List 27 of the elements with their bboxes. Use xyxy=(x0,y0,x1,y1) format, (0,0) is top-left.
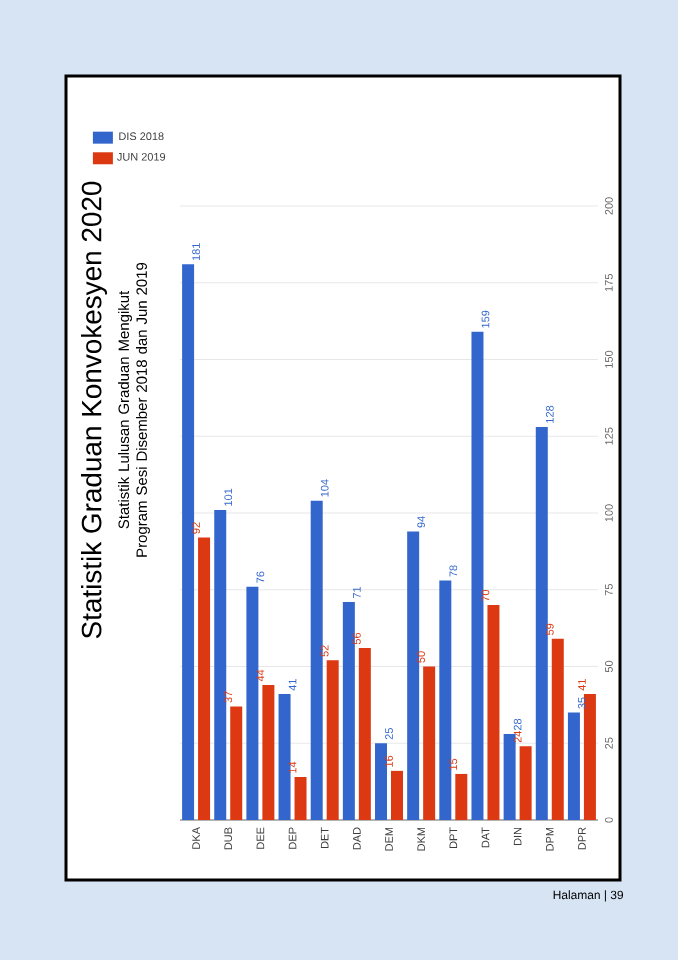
text: Statistik Graduan Konvokesyen 2020 xyxy=(80,181,107,639)
bar xyxy=(407,531,420,820)
bar xyxy=(423,666,436,820)
bar xyxy=(487,605,500,820)
bar xyxy=(358,648,371,820)
bar xyxy=(439,580,452,820)
bar xyxy=(583,694,596,820)
bar xyxy=(390,770,403,820)
bar xyxy=(455,773,468,820)
bar xyxy=(471,331,484,820)
bar xyxy=(310,500,323,820)
bar xyxy=(182,264,195,820)
bar xyxy=(326,660,339,820)
bar xyxy=(198,537,211,820)
bar xyxy=(519,746,532,820)
bar xyxy=(262,684,275,820)
bar xyxy=(214,509,227,820)
bar xyxy=(535,427,548,820)
bar xyxy=(342,602,355,820)
bar xyxy=(278,694,291,820)
bar xyxy=(375,743,388,820)
bar xyxy=(246,586,259,820)
bar xyxy=(503,734,516,820)
bar xyxy=(551,638,564,820)
bar xyxy=(567,712,580,820)
bar xyxy=(230,706,243,820)
bar xyxy=(294,777,307,820)
